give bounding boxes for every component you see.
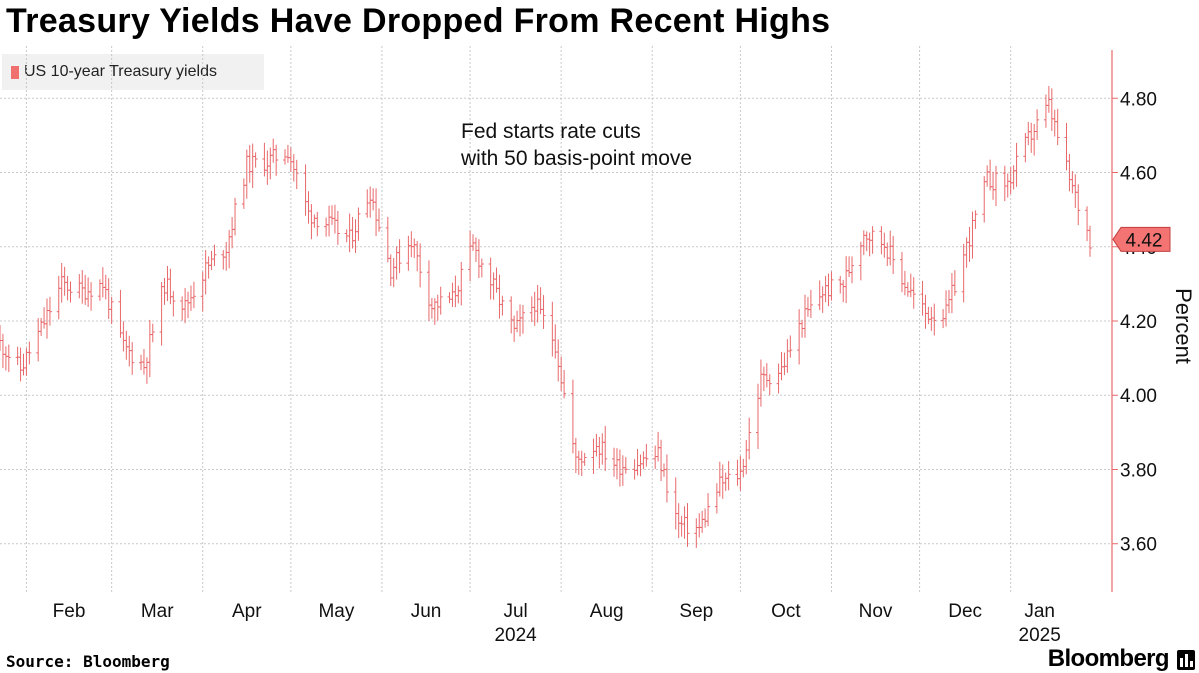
legend-label: US 10-year Treasury yields — [24, 63, 217, 80]
x-year-label: 2025 — [1019, 625, 1061, 646]
y-tick-label: 3.60 — [1120, 535, 1157, 556]
x-year-label: 2024 — [494, 625, 537, 646]
price-bars — [0, 85, 1092, 548]
last-value-label: 4.42 — [1126, 230, 1163, 251]
chart-title: Treasury Yields Have Dropped From Recent… — [6, 2, 831, 40]
annotation-text: with 50 basis-point move — [460, 147, 692, 170]
bloomberg-logo: Bloomberg — [1047, 645, 1170, 672]
x-tick-label: Mar — [141, 601, 174, 622]
y-tick-label: 4.60 — [1120, 164, 1157, 185]
x-tick-label: Nov — [859, 601, 893, 622]
y-tick-label: 4.20 — [1120, 312, 1157, 333]
y-axis-title: Percent — [1171, 288, 1196, 364]
x-tick-label: Aug — [590, 601, 624, 622]
x-tick-label: Sep — [679, 601, 713, 622]
x-tick-label: Oct — [771, 601, 801, 622]
annotation-text: Fed starts rate cuts — [461, 120, 641, 143]
source-note: Source: Bloomberg — [6, 652, 170, 671]
x-tick-label: May — [318, 601, 354, 622]
annotations: Fed starts rate cuts with 50 basis-point … — [460, 120, 692, 170]
x-tick-label: Jan — [1024, 601, 1055, 622]
x-axis: Feb Mar Apr May Jun Jul Aug Sep Oct Nov Dec Jan 2024… — [53, 601, 1061, 646]
y-tick-label: 4.80 — [1120, 89, 1157, 110]
last-value-badge — [1112, 226, 1171, 252]
bloomberg-mark-icon — [1177, 650, 1195, 670]
x-tick-label: Jun — [411, 601, 442, 622]
legend-swatch — [11, 65, 19, 79]
y-tick-label: 3.80 — [1120, 460, 1157, 481]
x-tick-label: Jul — [503, 601, 527, 622]
x-tick-label: Apr — [232, 601, 262, 622]
legend: US 10-year Treasury yields — [2, 54, 264, 90]
x-tick-label: Feb — [53, 601, 86, 622]
x-tick-label: Dec — [948, 601, 982, 622]
y-tick-label: 4.00 — [1120, 386, 1157, 407]
